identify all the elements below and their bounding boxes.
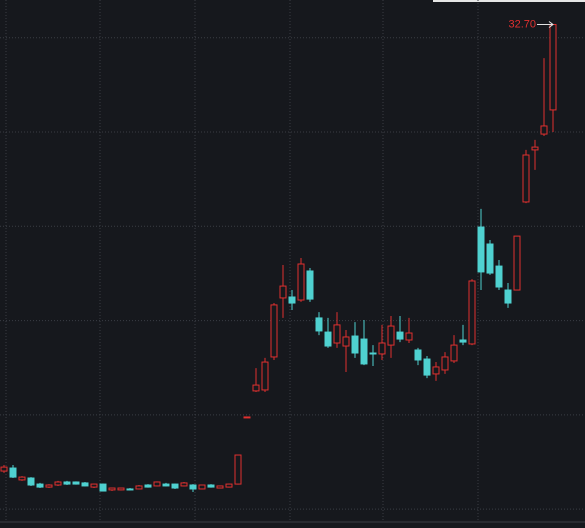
candle-body bbox=[387, 325, 395, 346]
candle-body bbox=[405, 332, 413, 341]
candle-body bbox=[288, 296, 296, 304]
candle-body bbox=[243, 416, 251, 419]
candle-body bbox=[531, 146, 539, 151]
candle-body bbox=[315, 317, 323, 332]
candle-body bbox=[333, 324, 341, 344]
candle-body bbox=[468, 280, 476, 345]
candle-body bbox=[99, 483, 107, 492]
candle-body bbox=[378, 342, 386, 355]
candle-body bbox=[252, 384, 260, 392]
candle-body bbox=[369, 352, 377, 355]
candle-body bbox=[486, 243, 494, 274]
candle-body bbox=[126, 488, 134, 491]
candle-body bbox=[90, 483, 98, 488]
candle-body bbox=[216, 485, 224, 489]
candle-body bbox=[54, 481, 62, 486]
candle-body bbox=[144, 484, 152, 488]
candle-body bbox=[27, 477, 35, 486]
candle-body bbox=[306, 270, 314, 300]
candle-body bbox=[0, 466, 8, 472]
candle-body bbox=[513, 235, 521, 291]
candle-body bbox=[63, 481, 71, 485]
candle-body bbox=[495, 265, 503, 288]
candle-body bbox=[324, 331, 332, 347]
top-bar bbox=[433, 0, 585, 2]
candle-body bbox=[540, 125, 548, 135]
candle-body bbox=[504, 289, 512, 304]
candle-body bbox=[441, 356, 449, 371]
candle-body bbox=[189, 484, 197, 490]
candle-body bbox=[72, 481, 80, 485]
candle-body bbox=[36, 483, 44, 488]
max-label: 32.70 bbox=[508, 18, 536, 30]
candle-body bbox=[297, 263, 305, 301]
candle-body bbox=[279, 285, 287, 299]
candle-body bbox=[180, 482, 188, 487]
candle-body bbox=[351, 335, 359, 354]
candle-body bbox=[9, 467, 17, 478]
candle-body bbox=[135, 485, 143, 490]
candle-body bbox=[549, 24, 557, 111]
candle-body bbox=[234, 454, 242, 485]
candle-body bbox=[117, 487, 125, 491]
candle-body bbox=[108, 487, 116, 491]
candle-body bbox=[153, 481, 161, 487]
candle-body bbox=[477, 226, 485, 273]
candle-body bbox=[207, 484, 215, 488]
annotation-arrow-head bbox=[548, 21, 554, 28]
candle-body bbox=[45, 484, 53, 488]
candle-body bbox=[162, 483, 170, 487]
candle-body bbox=[423, 358, 431, 376]
candle-body bbox=[396, 331, 404, 340]
candle-body bbox=[414, 349, 422, 361]
candle-body bbox=[198, 484, 206, 490]
candle-body bbox=[450, 344, 458, 362]
candle-body bbox=[342, 336, 350, 347]
candle-body bbox=[522, 154, 530, 203]
candle-body bbox=[225, 483, 233, 488]
candle-body bbox=[171, 483, 179, 489]
candle-body bbox=[360, 338, 368, 365]
candle-body bbox=[81, 482, 89, 487]
candle-body bbox=[270, 304, 278, 358]
candle-body bbox=[261, 361, 269, 391]
candle-body bbox=[432, 366, 440, 375]
candle-body bbox=[18, 476, 26, 481]
candle-body bbox=[459, 339, 467, 343]
